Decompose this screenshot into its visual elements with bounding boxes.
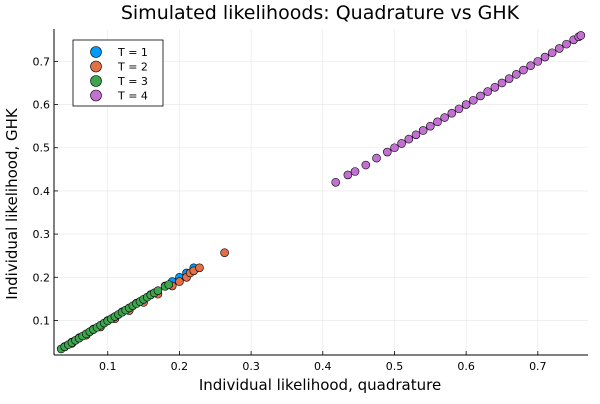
data-point [483, 87, 492, 96]
data-point [490, 82, 500, 92]
data-point [220, 248, 229, 257]
data-point [555, 44, 564, 53]
legend-label: T = 1 [117, 46, 148, 59]
legend-marker [90, 60, 102, 73]
legend-label: T = 2 [117, 61, 148, 74]
x-tick-label: 0.3 [242, 360, 260, 373]
x-tick-label: 0.6 [457, 360, 475, 373]
data-point [454, 104, 464, 114]
y-tick-label: 0.3 [33, 228, 51, 241]
data-point [397, 139, 406, 148]
legend-marker [90, 46, 102, 58]
tick-labels: 0.1 0.2 0.3 0.4 0.5 0.6 0.7 0.1 0.2 0.3 0.4 0.5 0.6 0… [33, 55, 547, 373]
data-point [433, 117, 442, 127]
data-point [540, 52, 550, 62]
legend-box [72, 39, 164, 107]
data-point [361, 160, 371, 170]
data-point [519, 65, 528, 75]
data-point [447, 108, 457, 118]
legend-marker [90, 89, 102, 102]
data-point [372, 153, 381, 163]
data-point [526, 61, 535, 71]
data-point [562, 39, 571, 49]
data-point [469, 95, 478, 105]
y-tick-label: 0.1 [33, 314, 51, 327]
axes [53, 29, 588, 356]
data-point [195, 263, 204, 273]
data-point [504, 74, 514, 83]
y-tick-label: 0.5 [33, 142, 51, 155]
data-point [331, 177, 340, 187]
series-group [56, 280, 173, 354]
data-point [411, 130, 421, 140]
y-tick-label: 0.6 [33, 99, 51, 112]
y-tick-label: 0.2 [33, 271, 51, 284]
legend-label: T = 4 [117, 90, 148, 103]
grid [54, 29, 588, 355]
data-point [512, 70, 521, 79]
data-point [175, 277, 184, 286]
data-point [547, 48, 557, 58]
data-point [164, 280, 173, 289]
x-tick-label: 0.7 [529, 360, 547, 373]
data-point [350, 167, 360, 176]
x-tick-label: 0.5 [386, 360, 404, 373]
legend-items: T = 1 T = 2T = 3 T = 4 [90, 46, 148, 103]
series-group [331, 31, 586, 187]
y-axis-title: Individual likelihood, GHK [3, 107, 21, 300]
chart-title: Simulated likelihoods: Quadrature vs GHK [121, 2, 520, 24]
data-point [440, 113, 449, 122]
data-points [56, 31, 586, 354]
data-point [153, 286, 163, 295]
data-point [497, 78, 507, 88]
data-point [404, 134, 414, 144]
x-axis-title: Individual likelihood, quadrature [199, 376, 441, 394]
data-point [576, 31, 586, 40]
x-tick-label: 0.2 [171, 360, 189, 373]
legend: T = 1 T = 2T = 3 T = 4 [72, 39, 164, 107]
legend-marker [90, 75, 102, 87]
y-tick-label: 0.7 [33, 55, 51, 68]
data-point [383, 147, 392, 157]
y-tick-label: 0.4 [33, 185, 51, 198]
data-point [390, 143, 399, 153]
data-point [461, 100, 471, 109]
data-point [418, 126, 428, 135]
data-point [533, 57, 543, 66]
data-point [343, 170, 353, 180]
legend-label: T = 3 [117, 75, 148, 88]
x-tick-label: 0.1 [99, 360, 117, 373]
x-tick-label: 0.4 [314, 360, 332, 373]
data-point [426, 121, 435, 131]
data-point [476, 91, 485, 101]
